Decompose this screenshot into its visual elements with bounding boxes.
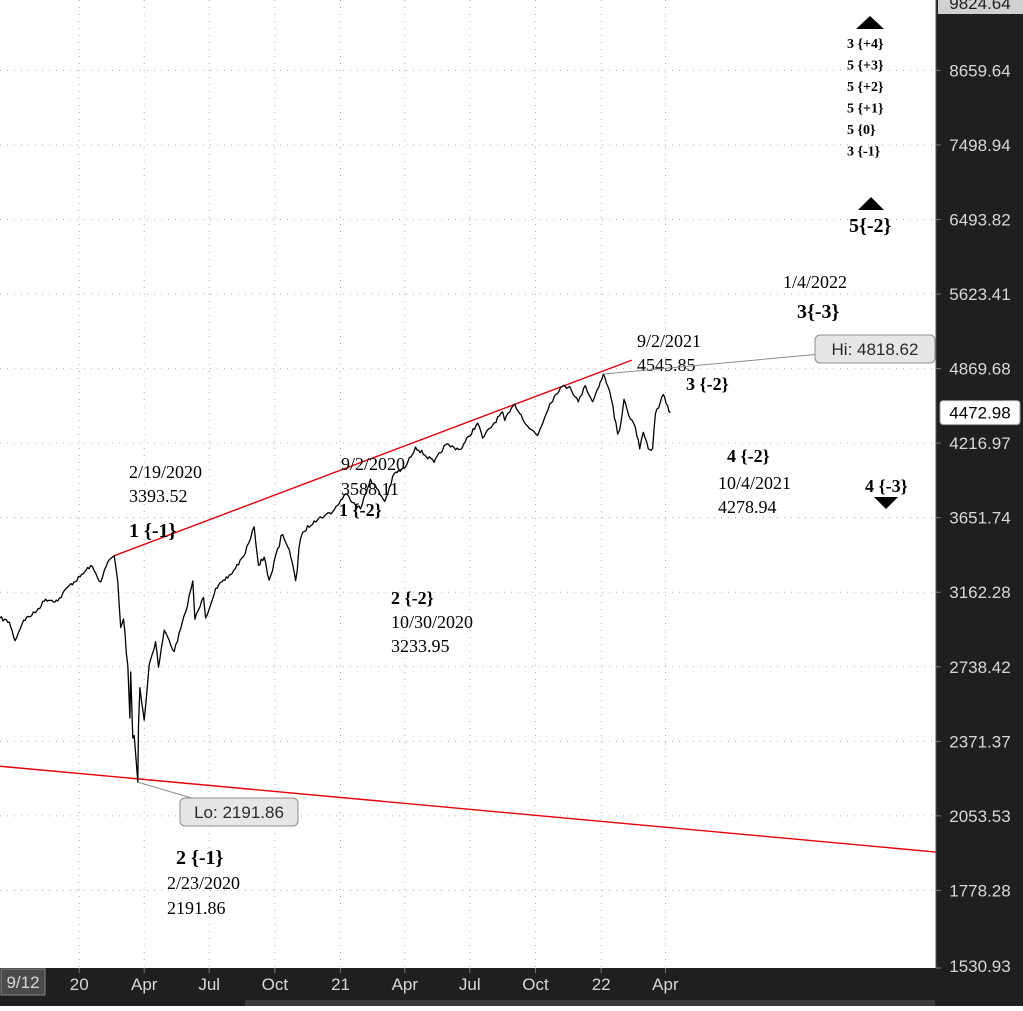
grid-layer — [0, 0, 936, 968]
annotation-layer: 2/19/2020 3393.52 1 {-1} 9/2/2020 3588.111 {… — [129, 16, 908, 918]
price-tick-label: 9824.64 — [949, 0, 1010, 13]
annotation-price: 3588.11 — [341, 479, 399, 499]
price-tick-label: 1778.28 — [949, 881, 1010, 900]
annotation-date: 9/2/2020 — [341, 454, 405, 474]
down-triangle-icon — [874, 497, 898, 509]
date-axis-labels: 9/12 20 Apr Jul Oct 21 Apr Jul Oct 22 Apr — [0, 968, 935, 1006]
date-tick-label: 9/12 — [6, 973, 39, 992]
date-tick-label: 20 — [70, 975, 89, 994]
price-axis[interactable] — [936, 0, 1023, 968]
last-price-label: 4472.98 — [949, 404, 1010, 423]
wave-label: 5{-2} — [849, 215, 892, 237]
annotation-date: 2/19/2020 — [129, 462, 202, 482]
low-callout-text: Lo: 2191.86 — [194, 803, 284, 822]
trendline-layer — [0, 359, 936, 853]
annotation-date: 10/30/2020 — [391, 612, 473, 632]
date-axis[interactable] — [0, 968, 1023, 1006]
price-axis-labels: 9824.64 8659.64 7498.94 6493.82 5623.41 4869.… — [936, 0, 1023, 976]
annotation-price: 3233.95 — [391, 636, 450, 656]
date-tick-label: Jul — [198, 975, 220, 994]
wave-label: 2 {-1} — [176, 847, 224, 869]
date-tick-label: Apr — [652, 975, 679, 994]
date-tick-label: 21 — [331, 975, 350, 994]
date-tick-label: Apr — [392, 975, 419, 994]
degree-stack-label: 5 {+3} — [847, 59, 884, 74]
date-tick-label: Oct — [262, 975, 289, 994]
up-triangle-icon — [858, 197, 884, 210]
wave-label: 4 {-2} — [727, 446, 770, 466]
degree-stack-label: 3 {+4} — [847, 37, 884, 52]
high-callout-text: Hi: 4818.62 — [832, 340, 919, 359]
wave-label: 1 {-2} — [339, 500, 382, 520]
wave-label: 4 {-3} — [865, 476, 908, 496]
up-triangle-icon — [856, 16, 884, 29]
price-tick-label: 2053.53 — [949, 807, 1010, 826]
plot-area — [0, 0, 936, 968]
price-tick-label: 3651.74 — [949, 509, 1010, 528]
price-tick-label: 7498.94 — [949, 136, 1010, 155]
lower-trendline — [0, 765, 936, 853]
annotation-price: 4278.94 — [718, 497, 777, 517]
high-callout — [814, 334, 936, 364]
degree-stack-label: 5 {0} — [847, 123, 876, 138]
price-layer — [0, 373, 671, 783]
price-tick-label: 4869.68 — [949, 360, 1010, 379]
date-tick-label: Oct — [522, 975, 549, 994]
date-tick-label: Jul — [459, 975, 481, 994]
price-tick-label: 8659.64 — [949, 61, 1010, 80]
annotation-price: 2191.86 — [167, 898, 226, 918]
wave-label: 2 {-2} — [391, 588, 434, 608]
price-tick-label: 1530.93 — [949, 957, 1010, 976]
price-tick-label: 4216.97 — [949, 434, 1010, 453]
date-tick-label: 22 — [592, 975, 611, 994]
price-series-line — [0, 373, 671, 783]
price-tick-label: 2738.42 — [949, 658, 1010, 677]
price-tick-label: 3162.28 — [949, 583, 1010, 602]
last-price-tag — [939, 400, 1021, 426]
annotation-date: 10/4/2021 — [718, 473, 791, 493]
annotation-price: 4545.85 — [637, 355, 696, 375]
time-scrollbar[interactable] — [245, 1000, 935, 1006]
wave-label: 3 {-2} — [686, 374, 729, 394]
degree-stack-label: 5 {+1} — [847, 102, 884, 117]
annotation-date: 1/4/2022 — [783, 272, 847, 292]
annotation-date: 9/2/2021 — [637, 331, 701, 351]
low-callout — [179, 797, 299, 827]
price-tick-label: 2371.37 — [949, 732, 1010, 751]
wave-label: 1 {-1} — [129, 520, 177, 542]
degree-stack-label: 5 {+2} — [847, 80, 884, 95]
wave-label: 3{-3} — [797, 301, 840, 323]
annotation-date: 2/23/2020 — [167, 873, 240, 893]
degree-stack-label: 3 {-1} — [847, 145, 881, 160]
top-scale-box — [938, 0, 1023, 14]
date-start-box — [0, 968, 46, 996]
price-tick-label: 6493.82 — [949, 210, 1010, 229]
date-tick-label: Apr — [131, 975, 158, 994]
price-tick-label: 5623.41 — [949, 285, 1010, 304]
upper-trendline — [113, 359, 633, 557]
annotation-price: 3393.52 — [129, 486, 188, 506]
callout-layer: Hi: 4818.62 Lo: 2191.86 — [137, 334, 936, 827]
